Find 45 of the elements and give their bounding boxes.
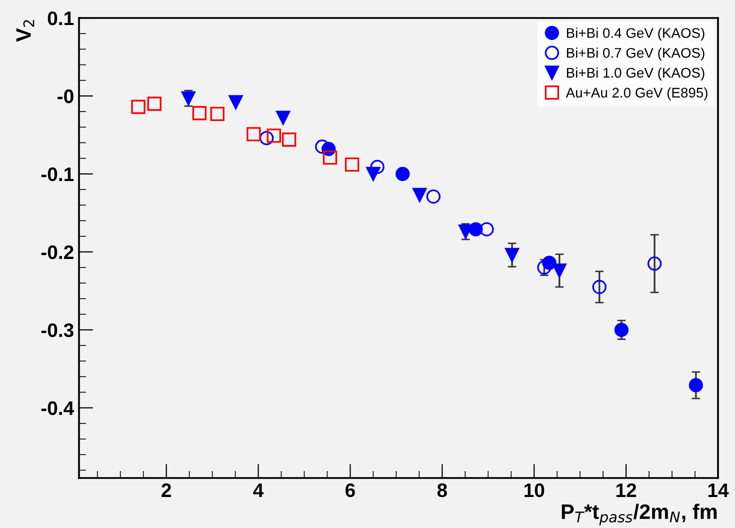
point: [259, 130, 274, 146]
legend-label: Bi+Bi 0.4 GeV (KAOS): [566, 28, 704, 41]
point: [192, 106, 207, 120]
legend-label: Bi+Bi 0.7 GeV (KAOS): [566, 48, 704, 61]
point: [412, 188, 427, 202]
point: [614, 322, 629, 337]
y-tick-label: -0.1: [41, 167, 74, 182]
point: [276, 110, 290, 125]
point: [322, 150, 338, 165]
x-tick-label: 10: [524, 483, 544, 498]
point: [688, 378, 704, 392]
point: [592, 280, 606, 294]
point: [246, 127, 261, 142]
point: [370, 160, 384, 174]
x-tick-label: 6: [346, 483, 355, 498]
y-tick-label: -0: [58, 89, 74, 104]
y-tick-label: 0.1: [48, 11, 74, 26]
x-tick-label: 2: [162, 483, 171, 497]
y-tick-label: -0.4: [41, 401, 74, 416]
legend-label: Au+Au 2.0 GeV (E895): [566, 87, 708, 100]
point: [647, 256, 662, 271]
point: [147, 96, 162, 111]
y-tick-label: -0.2: [41, 245, 74, 260]
x-tick-label: 14: [708, 484, 729, 497]
point: [552, 264, 566, 278]
y-tick-label: -0.3: [41, 323, 74, 338]
point: [344, 157, 360, 172]
x-axis-title: P$_{T}$*t$_{pass}$/2m$_{N}$, fm: [562, 504, 717, 526]
point: [282, 132, 296, 147]
point: [504, 248, 520, 262]
y-axis-title: V$_{2}$: [16, 20, 34, 42]
point: [131, 100, 146, 114]
point: [210, 106, 224, 121]
point: [315, 140, 330, 154]
point: [396, 166, 410, 182]
point: [181, 91, 196, 106]
point: [480, 222, 494, 236]
point: [366, 166, 380, 182]
point: [266, 128, 282, 143]
x-tick-label: 4: [253, 484, 264, 497]
point: [228, 95, 243, 110]
legend-label: Bi+Bi 1.0 GeV (KAOS): [566, 68, 704, 80]
point: [426, 189, 441, 204]
x-tick-label: 12: [616, 483, 636, 497]
x-tick-label: 8: [437, 483, 447, 498]
